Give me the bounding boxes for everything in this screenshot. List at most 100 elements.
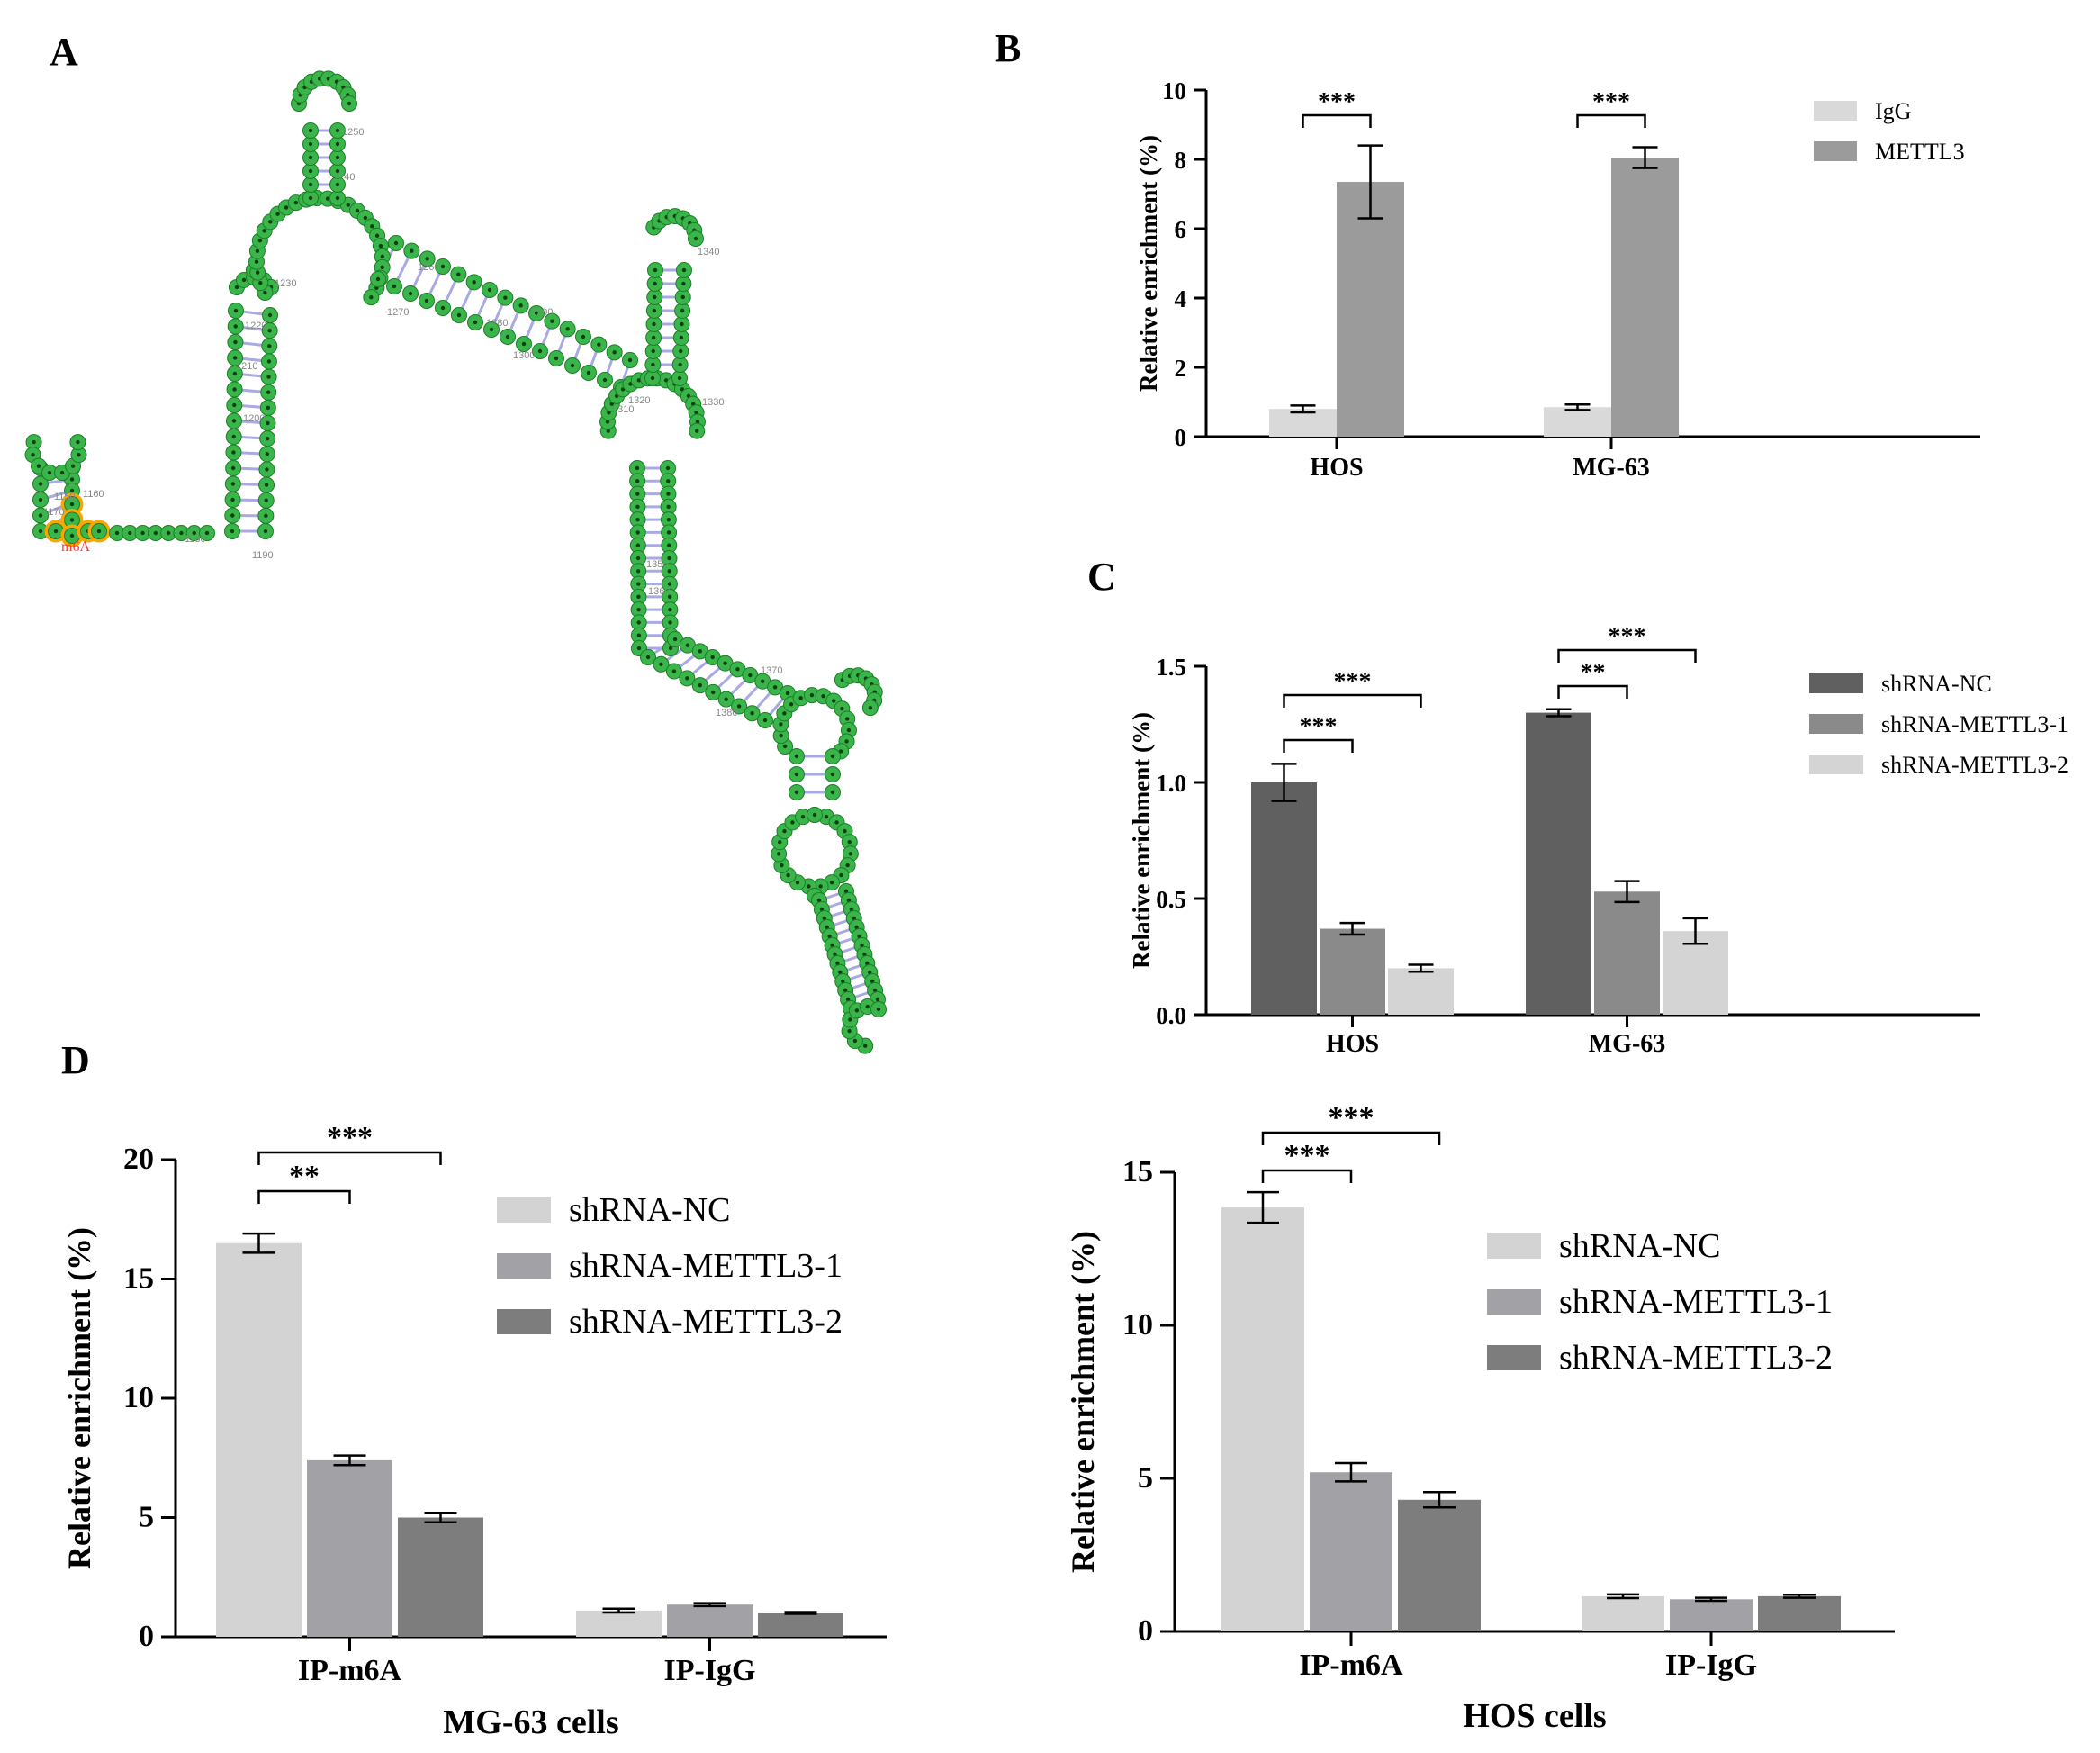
significance-bracket [1283,738,1354,753]
rna-base-dot [723,661,727,665]
rna-position-label: 1280 [486,318,508,329]
rna-base-dot [651,348,655,354]
rna-base-dot [651,362,655,367]
rna-base-dot [807,884,811,889]
rna-position-label: 1170 [43,507,65,518]
chart-d-right: 0 5 10 15 Relative enrichment (%) IP-m6A IP-Ig… [1065,1101,1895,1735]
rna-base-dot [724,697,728,701]
rna-base-dot [666,517,671,522]
bar [667,1604,753,1637]
rna-base-dot [230,529,235,534]
y-tick-label: 5 [1138,1461,1153,1495]
rna-base-dot [818,884,823,889]
rna-base-dot [809,692,815,698]
rna-base-dot [685,643,690,647]
rna-base-dot [693,236,698,241]
rna-base-dot [231,419,237,423]
rna-base-dot [325,196,330,201]
rna-base-dot [308,182,313,187]
rna-base-dot [845,997,851,1002]
rna-base-dot [456,312,462,318]
rna-position-label: 1340 [698,247,719,258]
y-axis-label: Relative enrichment (%) [1135,135,1162,392]
rna-base-pairs [40,129,879,1010]
rna-base-dot [179,530,184,536]
rna-base-dot [860,943,864,948]
rna-base-dot [840,706,844,711]
rna-base-dot [363,215,368,221]
rna-base-dot [819,907,825,912]
bar [1758,1595,1841,1631]
rna-base-dot [36,464,41,468]
legend-swatch [1487,1345,1541,1370]
bar [1594,891,1660,1015]
rna-base-dot [231,434,236,439]
significance-bracket [1576,113,1646,128]
rna-base-dot [681,267,687,273]
bar [758,1613,843,1637]
rna-base-dot [827,934,832,939]
bar [1221,1207,1304,1631]
legend-entry: shRNA-METTL3-2 [1881,752,2068,778]
legend-entry: IgG [1875,98,1911,124]
rna-base-dot [77,452,81,457]
x-tick-label: IP-IgG [1665,1649,1757,1682]
rna-base-dot [635,479,640,483]
rna-base-dot [370,224,374,229]
significance-label: ** [289,1160,320,1193]
rna-base-dot [264,483,269,487]
rna-base-dot [267,344,272,348]
rna-base-dot [293,200,298,205]
rna-base-dot [636,646,642,651]
rna-base-dot [854,925,859,930]
rna-base-dot [392,284,397,289]
x-axis-title: MG-63 cells [443,1703,618,1741]
bar [1388,968,1454,1015]
rna-base-dot [698,649,702,654]
rna-base-dot [410,248,414,253]
rna-base-dot [847,839,852,845]
rna-base-dot [602,377,608,383]
rna-base-dot [845,863,850,868]
rna-base-dot [786,872,790,878]
rna-base-dot [268,220,273,224]
legend-entry: shRNA-METTL3-2 [569,1303,843,1341]
rna-base-dot [829,880,834,885]
rna-position-label: 1160 [83,489,104,500]
rna-base-dot [597,342,601,347]
rna-base-dot [862,1044,868,1048]
rna-base-dot [830,790,835,795]
rna-base-dot [230,465,236,471]
rna-base-dot [872,988,878,993]
rna-base-dot [672,637,678,642]
rna-base-dot [685,676,689,681]
rna-base-dot [868,705,873,710]
rna-base-dot [695,429,699,433]
rna-base-dot [380,254,385,259]
rna-base-dot [862,952,867,957]
rna-base-dot [76,439,80,445]
significance-label: *** [1284,1139,1330,1172]
rna-base-dot [605,420,610,424]
rna-base-dot [795,880,800,885]
rna-base-dot [266,359,272,364]
rna-base-dot [761,679,765,683]
rna-base-dot [839,872,843,878]
rna-base-dot [255,270,260,275]
y-tick-label: 1.0 [1156,770,1186,797]
rna-base-dot [440,264,446,269]
rna-base-dot [265,436,270,441]
rna-base-dot [232,356,238,360]
rna-base-dot [668,620,672,625]
rna-base-dot [790,820,795,825]
rna-base-dot [257,239,263,243]
rna-position-label: 1250 [342,127,364,138]
rna-base-dot [778,839,782,845]
rna-base-dot [847,1028,852,1034]
x-tick-label: IP-m6A [1299,1649,1403,1682]
rna-position-label: 1310 [612,404,634,415]
rna-base-dot [267,312,273,318]
rna-base-dot [782,744,788,749]
legend-swatch [497,1309,551,1334]
rna-base-dot [736,704,742,709]
